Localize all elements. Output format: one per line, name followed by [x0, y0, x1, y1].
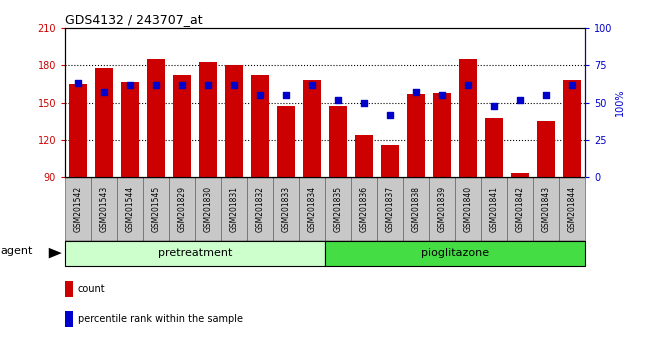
Point [203, 82, 213, 88]
Text: GSM201833: GSM201833 [281, 186, 291, 232]
Y-axis label: 100%: 100% [615, 89, 625, 116]
Text: GSM201830: GSM201830 [203, 186, 213, 232]
Point [567, 82, 577, 88]
Text: GDS4132 / 243707_at: GDS4132 / 243707_at [65, 13, 203, 26]
Text: GSM201840: GSM201840 [463, 186, 473, 232]
Bar [407, 94, 425, 177]
Text: GSM201834: GSM201834 [307, 186, 317, 232]
Text: count: count [78, 284, 105, 295]
Bar [403, 177, 429, 241]
Point [385, 112, 395, 118]
Point [229, 82, 239, 88]
Bar [169, 177, 195, 241]
Point [437, 92, 447, 98]
Bar [325, 241, 585, 266]
Point [541, 92, 551, 98]
Bar [225, 65, 243, 177]
Bar [221, 177, 247, 241]
Point [307, 82, 317, 88]
Bar [147, 59, 165, 177]
Point [489, 103, 499, 108]
Text: GSM201836: GSM201836 [359, 186, 369, 232]
Point [515, 97, 525, 103]
Point [99, 90, 109, 95]
Text: GSM201829: GSM201829 [177, 186, 187, 232]
Text: GSM201837: GSM201837 [385, 186, 395, 232]
Bar [329, 106, 347, 177]
Bar [563, 80, 581, 177]
Point [73, 80, 83, 86]
Text: GSM201545: GSM201545 [151, 186, 161, 232]
Bar [65, 311, 73, 326]
Bar [459, 59, 477, 177]
Bar [143, 177, 169, 241]
Bar [511, 173, 529, 177]
Text: GSM201544: GSM201544 [125, 186, 135, 232]
Bar [537, 121, 555, 177]
Bar [251, 75, 269, 177]
Text: pioglitazone: pioglitazone [421, 248, 489, 258]
Text: GSM201542: GSM201542 [73, 186, 83, 232]
Bar [303, 80, 321, 177]
Bar [429, 177, 455, 241]
Text: GSM201839: GSM201839 [437, 186, 447, 232]
Point [333, 97, 343, 103]
Text: GSM201841: GSM201841 [489, 186, 499, 232]
Text: agent: agent [0, 246, 32, 256]
Text: percentile rank within the sample: percentile rank within the sample [78, 314, 243, 324]
Bar [199, 62, 217, 177]
Text: GSM201844: GSM201844 [567, 186, 577, 232]
Text: GSM201842: GSM201842 [515, 186, 525, 232]
Point [359, 100, 369, 105]
Bar [121, 81, 139, 177]
Bar [273, 177, 299, 241]
Point [177, 82, 187, 88]
Bar [195, 177, 221, 241]
Text: GSM201838: GSM201838 [411, 186, 421, 232]
Text: pretreatment: pretreatment [158, 248, 232, 258]
Bar [95, 68, 113, 177]
Point [281, 92, 291, 98]
Bar [507, 177, 533, 241]
Bar [117, 177, 143, 241]
Text: GSM201832: GSM201832 [255, 186, 265, 232]
Bar [433, 93, 451, 177]
Bar [65, 241, 325, 266]
Bar [559, 177, 585, 241]
Point [125, 82, 135, 88]
Bar [533, 177, 559, 241]
Bar [455, 177, 481, 241]
Bar [91, 177, 117, 241]
Text: GSM201543: GSM201543 [99, 186, 109, 232]
Text: GSM201843: GSM201843 [541, 186, 551, 232]
Bar [65, 177, 91, 241]
Bar [247, 177, 273, 241]
Point [151, 82, 161, 88]
Bar [481, 177, 507, 241]
Bar [355, 135, 373, 177]
Text: GSM201835: GSM201835 [333, 186, 343, 232]
Bar [277, 106, 295, 177]
Bar [69, 84, 87, 177]
Bar [325, 177, 351, 241]
Text: GSM201831: GSM201831 [229, 186, 239, 232]
Bar [351, 177, 377, 241]
Bar [299, 177, 325, 241]
Point [255, 92, 265, 98]
Bar [65, 281, 73, 297]
Point [463, 82, 473, 88]
Bar [173, 75, 191, 177]
Bar [485, 118, 503, 177]
Bar [381, 145, 399, 177]
Bar [377, 177, 403, 241]
Point [411, 90, 421, 95]
